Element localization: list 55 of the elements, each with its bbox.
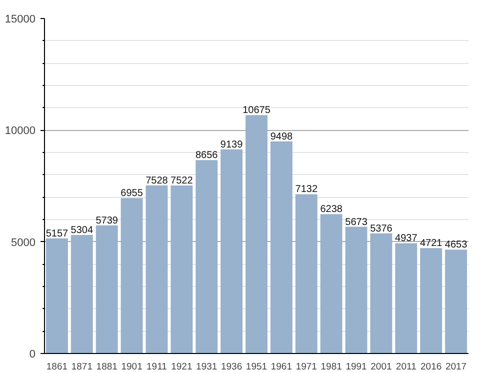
x-tick-label: 1881 [96,362,118,372]
data-label: 10675 [242,105,271,116]
bar [96,225,118,354]
x-tick-label: 1921 [171,362,192,372]
bar [120,198,143,354]
bar [345,226,368,354]
x-tick-label: 1991 [346,362,367,372]
y-tick-label: 15000 [4,14,36,26]
bar [170,186,193,354]
data-label: 8656 [195,150,218,162]
bar [420,248,442,354]
data-label: 9498 [270,131,294,142]
data-label: 6238 [320,204,343,216]
bar [70,235,93,354]
data-label: 4937 [395,233,418,244]
x-tick-label: 1936 [220,362,242,372]
bar [270,141,292,354]
bar [295,194,318,354]
data-label: 5739 [96,215,118,226]
bar [395,243,418,354]
x-tick-label: 1861 [46,362,68,372]
bar [246,115,268,354]
y-tick-label: 0 [29,348,36,360]
x-tick-label: 2016 [420,362,442,372]
data-label: 4721 [420,238,443,250]
data-label: 5673 [345,216,368,228]
bar [46,238,68,354]
data-label: 9139 [220,139,244,150]
bar [146,185,168,354]
x-tick-label: 1971 [296,362,317,372]
bar [196,160,218,354]
data-label: 7522 [170,176,194,187]
x-tick-label: 1981 [320,362,342,372]
y-tick-label: 5000 [11,236,36,249]
data-label: 7132 [295,184,318,196]
x-tick-label: 1901 [121,362,142,372]
bar [445,250,468,354]
x-tick-label: 1911 [146,362,167,372]
x-tick-label: 1961 [270,362,292,372]
x-tick-label: 1931 [196,362,218,372]
x-tick-label: 2001 [370,362,392,372]
bar [220,149,243,354]
data-label: 7528 [146,175,168,186]
bar [320,214,342,354]
x-tick-label: 1951 [246,362,268,372]
bar [370,233,392,354]
y-tick-label: 10000 [4,125,36,138]
x-tick-label: 1871 [71,362,92,372]
x-tick-label: 2011 [396,362,416,372]
data-label: 5304 [70,225,94,236]
data-label: 6955 [120,188,144,200]
data-label: 5157 [46,228,69,240]
data-label: 4653 [444,240,468,251]
x-tick-label: 2017 [445,362,467,372]
data-label: 5376 [370,223,393,234]
